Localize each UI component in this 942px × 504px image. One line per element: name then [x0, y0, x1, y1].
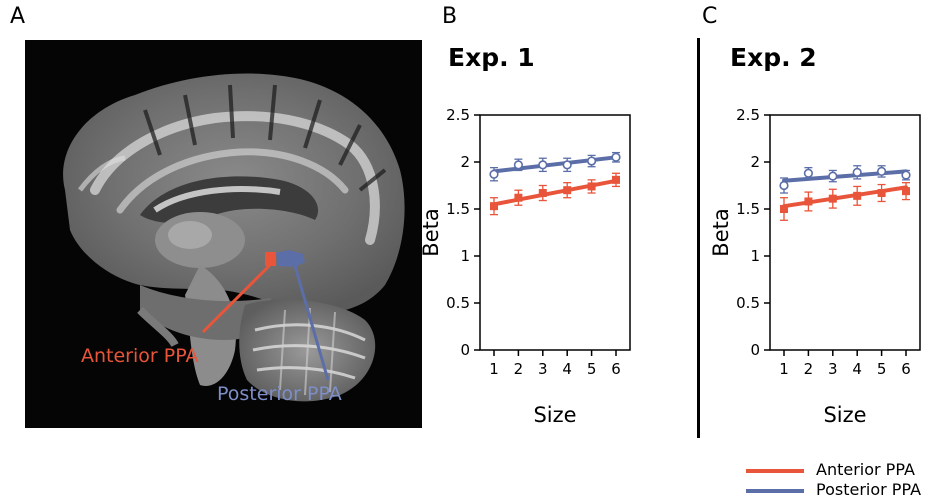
exp1-x-tick-label: 6 [611, 360, 621, 378]
anterior-ppa-label: Anterior PPA [81, 345, 199, 367]
legend-label-posterior: Posterior PPA [816, 480, 922, 499]
exp1-anterior-point [514, 193, 523, 202]
posterior-ppa-label: Posterior PPA [217, 383, 342, 405]
exp1-posterior-point [538, 160, 548, 170]
exp1-plot-frame [479, 114, 631, 351]
exp1-x-tick-label: 2 [514, 360, 524, 378]
legend-item-posterior: Posterior PPA [746, 480, 936, 500]
legend-label-anterior: Anterior PPA [816, 460, 915, 479]
exp1-x-axis-label: Size [533, 403, 576, 427]
anterior-ppa-roi [265, 252, 276, 266]
exp1-y-tick-label: 0 [460, 341, 470, 359]
panel-letter-a: A [10, 4, 26, 29]
panel-divider [697, 38, 700, 438]
exp2-title: Exp. 2 [730, 43, 817, 72]
exp2-y-tick-label: 2.5 [736, 106, 760, 124]
exp2-x-tick-label: 4 [852, 360, 862, 378]
exp1-x-tick-label: 1 [489, 360, 499, 378]
mri-brain-drawing [63, 73, 405, 402]
exp2-posterior-fit-line [782, 169, 908, 183]
exp1-y-axis-label: Beta [419, 208, 443, 256]
exp2-x-tick-label: 6 [901, 360, 911, 378]
panel-letter-b: B [442, 4, 458, 29]
exp1-anterior-fit-line [492, 178, 618, 207]
exp1-y-tick-label: 2.5 [446, 106, 470, 124]
exp1-posterior-point [587, 156, 597, 166]
exp1-x-tick-label: 4 [562, 360, 572, 378]
exp1-posterior-point [513, 160, 523, 170]
exp2-y-tick-label: 1 [750, 247, 760, 265]
exp2-anterior-point [780, 205, 788, 213]
legend: Anterior PPA Posterior PPA [746, 460, 936, 500]
exp1-anterior-point [587, 182, 596, 191]
exp1-anterior-point [538, 189, 547, 198]
exp2-anterior-point [804, 197, 813, 206]
exp2-posterior-point [877, 166, 887, 176]
exp2-y-tick-label: 0 [750, 341, 760, 359]
exp2-anterior-point [877, 189, 886, 198]
exp2-x-axis-label: Size [823, 403, 866, 427]
exp2-plot-frame [769, 114, 921, 351]
anterior-ppa-pointer [201, 262, 273, 334]
exp2-posterior-point [779, 180, 789, 191]
panel-letter-c: C [702, 4, 718, 29]
exp1-posterior-fit-line [492, 155, 618, 174]
exp1-x-tick-label: 5 [587, 360, 597, 378]
exp1-y-tick-label: 1.5 [446, 200, 470, 218]
exp2-y-tick-label: 0.5 [736, 294, 760, 312]
legend-item-anterior: Anterior PPA [746, 460, 936, 480]
exp1-posterior-point [489, 169, 499, 179]
legend-swatch-posterior [746, 489, 804, 493]
exp1-anterior-point [563, 186, 572, 195]
legend-swatch-anterior [746, 469, 804, 473]
exp2-x-tick-label: 1 [779, 360, 789, 378]
posterior-ppa-roi [276, 250, 305, 267]
ventricle-shape [140, 176, 319, 223]
exp1-title: Exp. 1 [448, 43, 535, 72]
exp1-posterior-point [562, 160, 572, 170]
exp1-y-tick-label: 0.5 [446, 294, 470, 312]
exp2-x-tick-label: 5 [877, 360, 887, 378]
exp2-anterior-point [828, 194, 837, 203]
exp2-posterior-point [852, 167, 862, 177]
exp2-anterior-point [902, 187, 910, 196]
exp1-posterior-point [611, 152, 621, 162]
exp2-posterior-point [803, 168, 813, 178]
exp2-y-axis-label: Beta [709, 208, 733, 256]
exp2-x-tick-label: 2 [804, 360, 814, 378]
mri-brain-image: Anterior PPA Posterior PPA [25, 40, 422, 428]
exp2-posterior-point [828, 171, 838, 181]
exp1-anterior-point [490, 202, 498, 211]
exp1-y-tick-label: 2 [460, 153, 470, 171]
exp1-x-tick-label: 3 [538, 360, 548, 378]
exp2-posterior-point [901, 170, 911, 180]
exp2-anterior-fit-line [782, 185, 908, 209]
exp2-y-tick-label: 1.5 [736, 200, 760, 218]
exp2-x-tick-label: 3 [828, 360, 838, 378]
exp1-y-tick-label: 1 [460, 247, 470, 265]
exp1-anterior-point [612, 175, 620, 184]
posterior-ppa-pointer [293, 265, 330, 381]
exp2-y-tick-label: 2 [750, 153, 760, 171]
exp2-anterior-point [853, 191, 862, 200]
